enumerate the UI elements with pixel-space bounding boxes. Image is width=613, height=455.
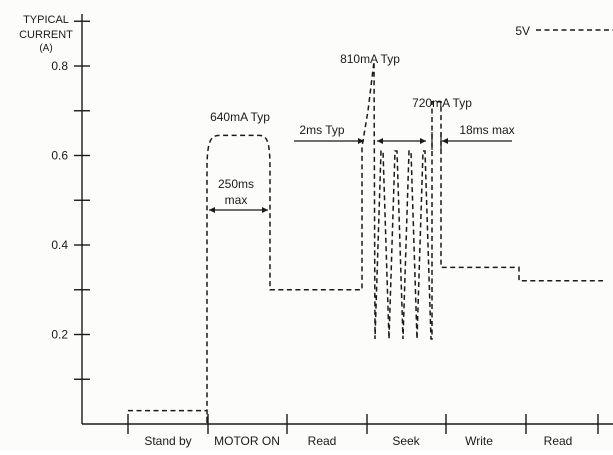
write-peak-annotation: 720mA Typ — [412, 96, 472, 110]
y-tick-label-3: 0.8 — [51, 59, 68, 73]
y-axis-ticks: 0.2 0.4 0.6 0.8 — [51, 20, 90, 380]
dimension-arrows — [209, 132, 512, 213]
phase-label-read-2: Read — [544, 434, 573, 448]
seek-span-arrow-left — [377, 138, 383, 144]
phase-label-write: Write — [465, 434, 493, 448]
phase-label-motor-on: MOTOR ON — [214, 434, 280, 448]
motor-duration-arrow-right — [262, 207, 268, 213]
y-tick-label-0: 0.2 — [51, 328, 68, 342]
y-tick-label-1: 0.4 — [51, 238, 68, 252]
series-5v-label: 5V — [515, 24, 530, 38]
seek-interval-annotation: 2ms Typ — [299, 123, 344, 137]
motor-duration-annotation: 250ms — [218, 177, 254, 191]
x-axis-ticks — [127, 414, 599, 434]
y-tick-label-2: 0.6 — [51, 149, 68, 163]
seek-peak-annotation: 810mA Typ — [340, 52, 400, 66]
y-axis-label-line-3: (A) — [39, 43, 52, 54]
settle-time-arrow-head — [442, 138, 448, 144]
y-axis-label-line-1: TYPICAL — [23, 14, 69, 26]
series-5v-trace — [128, 61, 603, 424]
motor-duration-unit-annotation: max — [225, 193, 248, 207]
phase-label-stand-by: Stand by — [144, 434, 191, 448]
phase-label-read: Read — [308, 434, 337, 448]
y-axis-label-line-2: CURRENT — [19, 29, 73, 41]
seek-interval-arrow-head — [358, 138, 364, 144]
settle-time-annotation: 18ms max — [459, 123, 514, 137]
motor-duration-arrow-left — [209, 207, 215, 213]
seek-span-arrow-right — [420, 138, 426, 144]
phase-label-seek: Seek — [392, 434, 420, 448]
motor-peak-annotation: 640mA Typ — [210, 110, 270, 124]
